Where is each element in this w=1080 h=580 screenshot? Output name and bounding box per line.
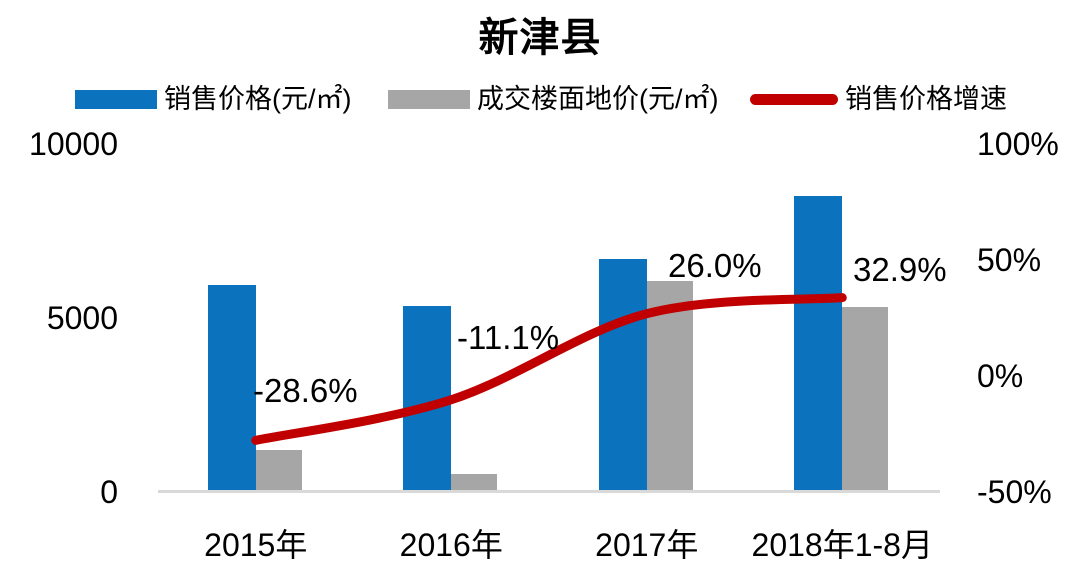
- growth-point-label: 32.9%: [853, 251, 947, 288]
- plot-area: -28.6% -11.1% 26.0% 32.9%: [158, 142, 947, 493]
- bar-land-price: [451, 474, 498, 490]
- bar-sales-price: [207, 284, 256, 490]
- x-axis-line: [158, 490, 940, 493]
- bar-land-price: [646, 281, 693, 490]
- y-axis-tick-right: 100%: [977, 125, 1059, 162]
- chart-title: 新津县: [478, 16, 602, 60]
- growth-point-label: -11.1%: [457, 319, 560, 356]
- y-axis-tick-left: 10000: [29, 125, 118, 162]
- legend-label-growth: 销售价格增速: [845, 84, 1007, 114]
- y-axis-tick-right: 0%: [977, 357, 1024, 394]
- legend-swatch-growth-line-icon: [750, 93, 838, 105]
- legend-swatch-land-price: [388, 89, 470, 109]
- legend-label-sales-price: 销售价格(元/㎡): [164, 84, 352, 114]
- growth-point-label: 26.0%: [668, 247, 762, 284]
- bar-land-price: [842, 307, 889, 490]
- bar-land-price: [255, 449, 302, 490]
- growth-point-label: -28.6%: [253, 372, 358, 409]
- x-axis-label: 2016年: [399, 527, 503, 563]
- y-axis-tick-left: 0: [100, 473, 118, 510]
- x-axis-label: 2015年: [204, 527, 308, 563]
- legend-item-growth: 销售价格增速: [750, 84, 1007, 114]
- y-axis-tick-right: -50%: [977, 473, 1052, 510]
- y-axis-tick-left: 5000: [46, 299, 118, 336]
- legend-item-sales-price: 销售价格(元/㎡): [75, 84, 351, 114]
- bar-sales-price: [403, 305, 452, 490]
- bar-sales-price: [598, 258, 647, 490]
- bar-sales-price: [794, 195, 843, 490]
- legend-item-land-price: 成交楼面地价(元/㎡): [388, 84, 718, 114]
- legend-swatch-sales-price: [75, 89, 157, 109]
- x-axis-label: 2018年1-8月: [751, 527, 933, 563]
- y-axis-tick-right: 50%: [977, 241, 1042, 278]
- legend-label-land-price: 成交楼面地价(元/㎡): [477, 84, 719, 114]
- x-axis-label: 2017年: [595, 527, 699, 563]
